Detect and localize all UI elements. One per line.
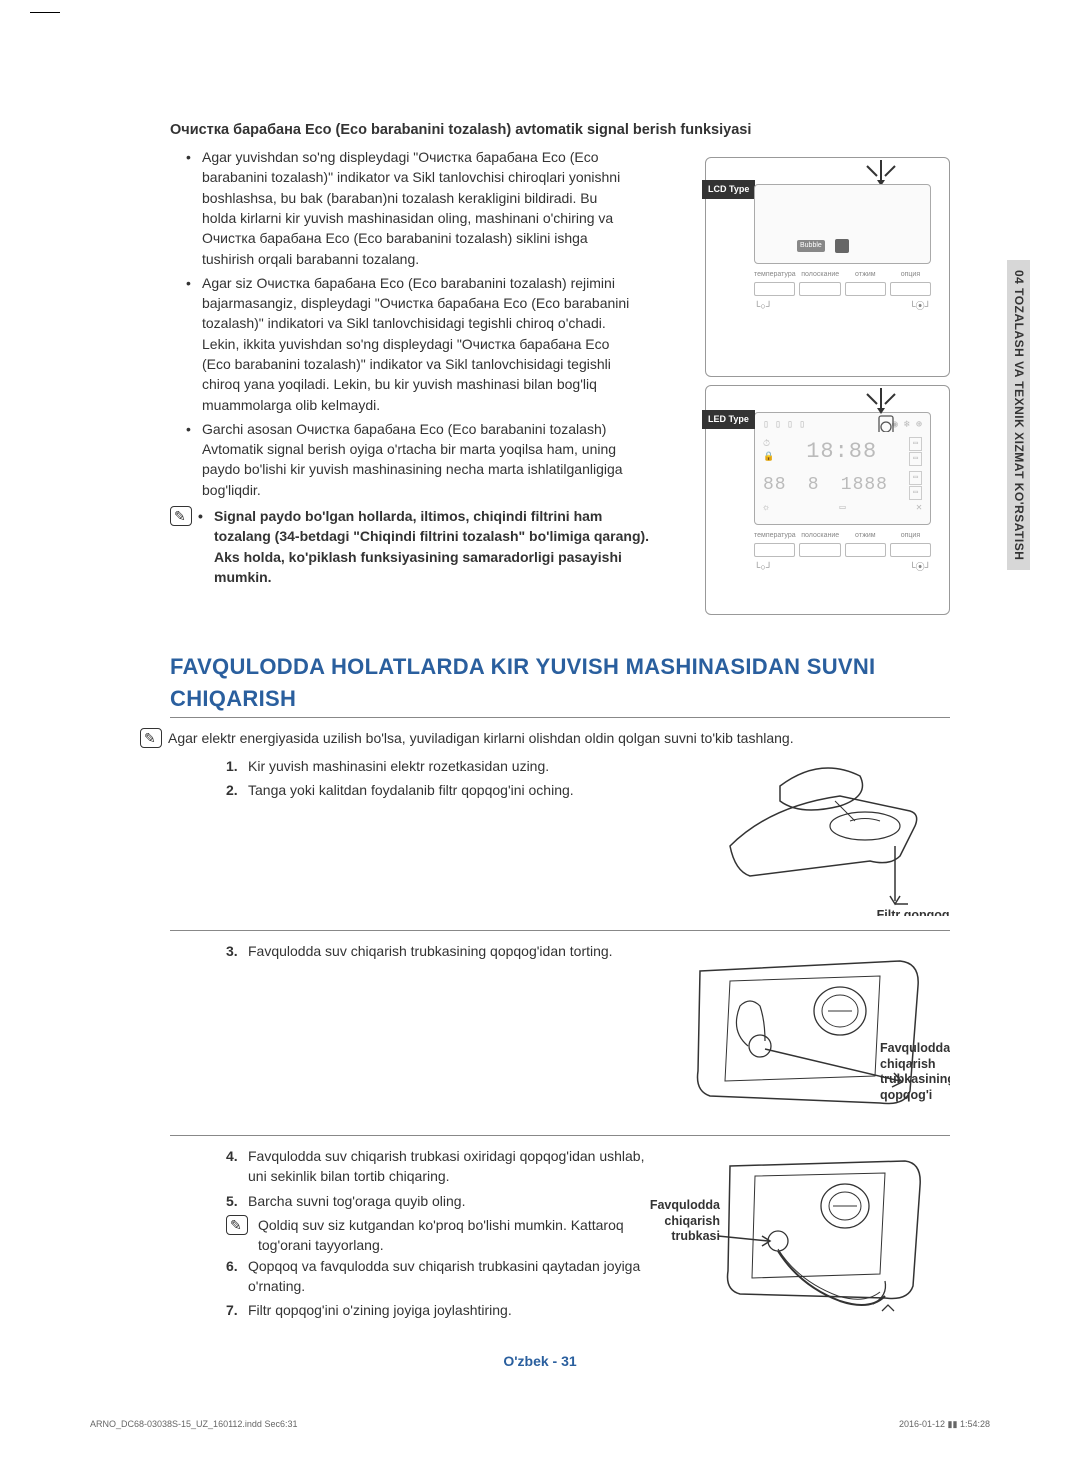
section-title: Очистка барабана Eco (Eco barabanini toz… — [170, 120, 950, 141]
step-item: Barcha suvni tog'oraga quyib oling. — [226, 1191, 950, 1211]
step-item: Favqulodda suv chiqarish trubkasining qo… — [226, 941, 950, 961]
btn-label: опция — [890, 531, 931, 541]
led-type-label: LED Type — [702, 410, 755, 429]
button-labels-row: температура полоскание отжим опция — [754, 531, 931, 541]
main-heading: FAVQULODDA HOLATLARDA KIR YUVISH MASHINA… — [170, 651, 950, 718]
drum-icon — [877, 414, 895, 432]
note-text: Signal paydo bo'lgan hollarda, iltimos, … — [198, 506, 650, 587]
btn-label: полоскание — [800, 270, 841, 280]
btn-label: температура — [754, 270, 796, 280]
bullet-item: Garchi asosan Очистка барабана Eco (Eco … — [186, 419, 630, 500]
step-item: Favqulodda suv chiqarish trubkasi oxirid… — [226, 1146, 950, 1187]
led-digits: 1888 — [841, 472, 888, 498]
bubble-label: Bubble — [797, 240, 825, 252]
steps-list: Qopqoq va favqulodda suv chiqarish trubk… — [170, 1256, 950, 1321]
note-icon — [140, 728, 162, 748]
note-icon — [226, 1215, 248, 1235]
lcd-screen: Bubble — [754, 184, 931, 264]
lcd-type-label: LCD Type — [702, 180, 755, 199]
inline-note: Qoldiq suv siz kutgandan ko'proq bo'lish… — [170, 1215, 650, 1256]
led-digits: 88 — [763, 472, 787, 498]
bullet-item: Agar siz Очистка барабана Eco (Eco barab… — [186, 273, 630, 415]
step-item: Filtr qopqog'ini o'zining joyiga joylash… — [226, 1300, 950, 1320]
steps-list: Favqulodda suv chiqarish trubkasining qo… — [170, 941, 950, 961]
button-boxes — [754, 543, 931, 557]
mini-icons-row: └○┘└⦿┘ — [754, 561, 931, 574]
intro-text: Agar elektr energiyasida uzilish bo'lsa,… — [168, 728, 794, 748]
bullet-list: Agar yuvishdan so'ng displeydagi "Очистк… — [170, 147, 630, 500]
illus-label-filter-cover: Filtr qopqog'i — [877, 908, 950, 916]
intro-note: Agar elektr energiyasida uzilish bo'lsa,… — [140, 728, 950, 748]
note-icon — [170, 506, 192, 526]
led-digits: 8 — [808, 472, 820, 498]
btn-label: отжим — [845, 270, 886, 280]
screen-icon — [835, 239, 849, 253]
mini-icons-row: └○┘└⦿┘ — [754, 300, 931, 313]
step-block: Favqulodda chiqarish trubkasi Favqulodda… — [170, 1135, 950, 1336]
led-digits: 18:88 — [806, 436, 877, 468]
bullet-item: Agar yuvishdan so'ng displeydagi "Очистк… — [186, 147, 630, 269]
btn-label: температура — [754, 531, 796, 541]
page-content: Очистка барабана Eco (Eco barabanini toz… — [170, 120, 950, 1336]
illustration-drain-cap: Favqulodda suv chiqarish trubkasining qo… — [670, 941, 950, 1121]
button-boxes — [754, 282, 931, 296]
btn-label: отжим — [845, 531, 886, 541]
led-panel: LED Type ▯ ▯ ▯ ▯ ◉ ❄ ⊕ ⏱🔒 — [705, 385, 950, 615]
step-item: Kir yuvish mashinasini elektr rozetkasid… — [226, 756, 950, 776]
btn-label: полоскание — [800, 531, 841, 541]
print-footer-left: ARNO_DC68-03038S-15_UZ_160112.indd Sec6:… — [90, 1418, 297, 1431]
note-block: Signal paydo bo'lgan hollarda, iltimos, … — [170, 506, 650, 591]
crop-mark — [30, 12, 60, 13]
led-display: ▯ ▯ ▯ ▯ ◉ ❄ ⊕ ⏱🔒 18:88 ▭▭ 88 8 1888 ▭▭ ☼… — [754, 412, 931, 525]
step-item: Tanga yoki kalitdan foydalanib filtr qop… — [226, 780, 950, 800]
step-block: Favqulodda suv chiqarish trubkasining qo… — [170, 930, 950, 1121]
button-labels-row: температура полоскание отжим опция — [754, 270, 931, 280]
side-tab: 04 TOZALASH VA TEXNIK XIZMAT KO'RSATISH — [1007, 260, 1030, 570]
btn-label: опция — [890, 270, 931, 280]
steps-list: Favqulodda suv chiqarish trubkasi oxirid… — [170, 1146, 950, 1211]
panel-illustration-group: LCD Type Bubble температура полоскание — [705, 157, 950, 623]
inline-note-text: Qoldiq suv siz kutgandan ko'proq bo'lish… — [254, 1215, 650, 1256]
step-item: Qopqoq va favqulodda suv chiqarish trubk… — [226, 1256, 950, 1297]
lcd-panel: LCD Type Bubble температура полоскание — [705, 157, 950, 377]
print-footer-right: 2016-01-12 ▮▮ 1:54:28 — [899, 1418, 990, 1431]
page-footer: O'zbek - 31 — [503, 1351, 576, 1371]
illus-label-drain-cap: Favqulodda suv chiqarish trubkasining qo… — [880, 1041, 950, 1104]
